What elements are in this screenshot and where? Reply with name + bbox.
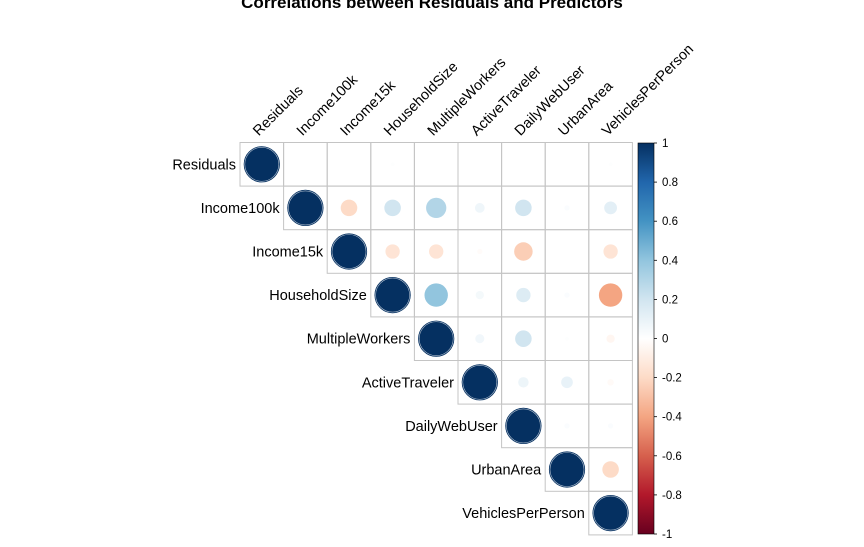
corr-circle-Income100k-ActiveTraveler [474,203,485,213]
corr-circle-HouseholdSize-ActiveTraveler [475,290,484,300]
cell-Residuals-DailyWebUser [501,142,546,187]
colorbar-tick-label: 1 [662,138,668,150]
row-label-ActiveTraveler: ActiveTraveler [362,375,454,391]
corr-circle-MultipleWorkers-DailyWebUser [515,330,532,347]
corr-circle-Income100k-MultipleWorkers [426,197,447,219]
corr-circle-HouseholdSize-UrbanArea [564,292,570,298]
corr-circle-HouseholdSize-MultipleWorkers [424,283,448,307]
corr-circle-ring-VehiclesPerPerson-VehiclesPerPerson [593,495,628,531]
corr-circle-DailyWebUser-VehiclesPerPerson [607,423,614,429]
corr-circle-Income100k-UrbanArea [564,205,570,211]
corr-circle-ActiveTraveler-DailyWebUser [518,377,529,388]
row-label-Income100k: Income100k [201,201,281,217]
corr-circle-DailyWebUser-DailyWebUser [504,406,543,445]
corr-circle-Income100k-DailyWebUser [515,199,532,217]
corr-circle-Income15k-VehiclesPerPerson [603,244,618,259]
corr-circle-Residuals-HouseholdSize [390,162,395,167]
corr-circle-VehiclesPerPerson-VehiclesPerPerson [591,494,630,532]
chart-title: Correlations between Residuals and Predi… [241,0,623,12]
corr-circle-ring-Income100k-Income100k [288,190,323,226]
corr-circle-MultipleWorkers-MultipleWorkers [417,319,456,358]
row-label-DailyWebUser: DailyWebUser [405,419,498,435]
corr-circle-MultipleWorkers-UrbanArea [565,336,569,341]
colorbar-rect [637,142,655,535]
colorbar-tick-label: 0 [662,334,668,346]
corr-circle-HouseholdSize-VehiclesPerPerson [598,283,623,307]
corr-circle-ring-Residuals-Residuals [244,147,280,182]
corr-circle-ActiveTraveler-ActiveTraveler [460,363,499,402]
cell-Residuals-ActiveTraveler [457,142,503,187]
corr-circle-HouseholdSize-DailyWebUser [516,287,531,303]
cell-VehiclesPerPerson-VehiclesPerPerson [588,490,633,536]
col-label-HouseholdSize: HouseholdSize [381,59,461,139]
row-label-Income15k: Income15k [252,245,324,261]
corr-circle-Income15k-ActiveTraveler [477,248,483,255]
cell-Income15k-UrbanArea [544,229,590,274]
corr-circle-UrbanArea-VehiclesPerPerson [602,461,619,478]
row-label-VehiclesPerPerson: VehiclesPerPerson [462,506,585,522]
corr-circle-UrbanArea-UrbanArea [548,450,586,489]
cell-Residuals-Income15k [326,142,372,187]
corr-circle-ring-HouseholdSize-HouseholdSize [375,277,410,313]
corr-circle-Income15k-MultipleWorkers [429,244,444,259]
row-label-MultipleWorkers: MultipleWorkers [307,332,411,348]
colorbar-tick-label: 0.2 [662,294,678,306]
colorbar-tick-label: -0.4 [662,412,682,424]
corr-circle-ring-Income15k-Income15k [331,234,367,269]
corr-circle-Income100k-HouseholdSize [384,199,401,217]
corr-circle-MultipleWorkers-ActiveTraveler [475,334,485,344]
row-label-UrbanArea: UrbanArea [471,463,542,479]
corr-circle-MultipleWorkers-VehiclesPerPerson [606,334,615,343]
colorbar-tick-label: -0.6 [662,451,682,463]
colorbar-tick-label: -0.8 [662,490,682,502]
corr-circle-Residuals-VehiclesPerPerson [608,162,613,167]
corr-circle-Income100k-Income15k [340,199,358,217]
color-legend: 1 0.8 0.6 0.4 0.2 0 -0.2 -0.4 -0.6 -0.8 -1 [637,138,682,541]
corr-circle-DailyWebUser-UrbanArea [564,423,570,429]
colorbar-tick-label: 0.8 [662,177,678,189]
corr-circle-ActiveTraveler-VehiclesPerPerson [607,379,614,386]
corr-circle-ring-MultipleWorkers-MultipleWorkers [418,321,454,357]
cell-Residuals-MultipleWorkers [413,142,459,187]
corr-circle-Income100k-VehiclesPerPerson [604,201,618,215]
cell-Residuals-UrbanArea [544,142,590,187]
corr-circle-Income15k-HouseholdSize [385,244,400,259]
corr-circle-Income100k-Income100k [286,188,325,227]
correlation-cells: Residuals Income100k Income15k HouseholdSiz… [172,41,697,536]
corr-circle-HouseholdSize-HouseholdSize [373,276,412,315]
colorbar-tick-label: 0.6 [662,216,678,228]
corr-circle-Income15k-Income15k [330,232,368,271]
corr-circle-Residuals-Residuals [242,145,281,184]
row-label-Residuals: Residuals [172,157,236,173]
col-label-MultipleWorkers: MultipleWorkers [425,55,510,140]
corr-circle-ring-DailyWebUser-DailyWebUser [506,408,541,444]
corr-circle-ring-UrbanArea-UrbanArea [549,452,585,487]
colorbar-tick-label: -1 [662,529,672,541]
row-label-HouseholdSize: HouseholdSize [269,288,367,304]
cell-Residuals-Income100k [283,142,328,187]
corr-circle-Income15k-DailyWebUser [514,242,533,261]
corr-circle-ActiveTraveler-UrbanArea [561,376,573,389]
colorbar-tick-label: -0.2 [662,373,682,385]
colorbar-tick-label: 0.4 [662,255,679,267]
corr-circle-ring-ActiveTraveler-ActiveTraveler [462,364,498,400]
